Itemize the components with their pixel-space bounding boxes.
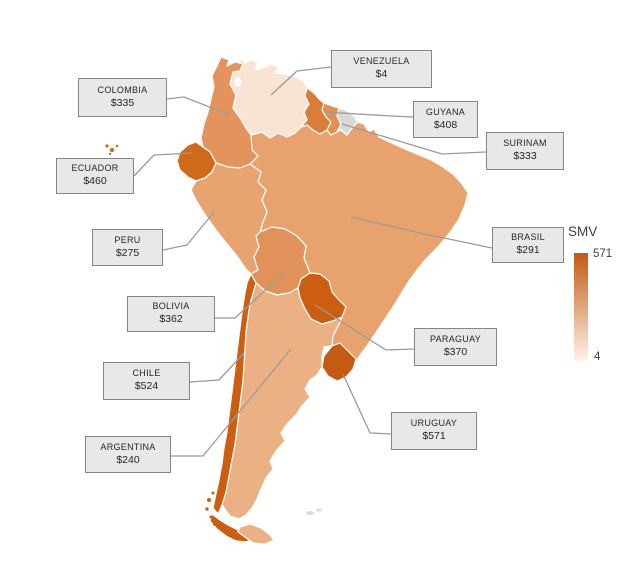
callout-country-value: $362: [159, 313, 183, 326]
tierra-del-fuego-argentina[interactable]: [237, 523, 275, 545]
falkland-islands: [306, 508, 323, 515]
country-french-guiana[interactable]: [336, 107, 359, 136]
callout-country-name: BRASIL: [511, 232, 545, 243]
callout-country-name: VENEZUELA: [353, 56, 410, 67]
callout-bolivia: BOLIVIA $362: [127, 296, 215, 332]
callout-brasil: BRASIL $291: [492, 227, 564, 263]
callout-country-value: $291: [516, 244, 540, 257]
leader-line-paraguay: [314, 304, 415, 351]
leader-lines: [133, 66, 493, 457]
legend-title: SMV: [568, 224, 598, 239]
callout-country-name: GUYANA: [425, 106, 466, 117]
callout-country-name: PERU: [114, 234, 141, 245]
legend-min-value: 4: [594, 351, 601, 363]
callout-uruguay: URUGUAY $571: [391, 412, 477, 450]
legend-max-value: 571: [593, 248, 613, 260]
callout-country-name: COLOMBIA: [97, 84, 148, 95]
leader-line-colombia: [166, 96, 231, 116]
leader-line-ecuador: [133, 152, 193, 177]
callout-country-value: $240: [116, 453, 140, 466]
leader-line-venezuela: [270, 66, 332, 96]
leader-line-brasil: [350, 216, 493, 249]
callout-country-value: $408: [433, 118, 458, 131]
callout-surinam: SURINAM $333: [486, 132, 564, 170]
callout-guyana: GUYANA $408: [413, 101, 478, 138]
country-guyana[interactable]: [300, 87, 332, 135]
callout-country-name: BOLIVIA: [152, 301, 190, 312]
lake-maracaibo: [234, 77, 242, 87]
callout-country-value: $460: [83, 175, 107, 188]
country-surinam[interactable]: [321, 102, 342, 136]
callout-country-name: ECUADOR: [71, 163, 119, 174]
galapagos-islands: [105, 144, 119, 156]
leader-line-argentina: [171, 348, 292, 457]
callout-country-value: $4: [375, 68, 388, 81]
callout-country-value: $275: [115, 246, 140, 259]
callout-country-name: URUGUAY: [410, 418, 458, 429]
margarita-islet: [240, 60, 244, 64]
country-chile[interactable]: [212, 273, 257, 515]
callout-venezuela: VENEZUELA $4: [331, 50, 432, 88]
leader-line-chile: [189, 352, 245, 383]
callout-country-value: $370: [443, 346, 468, 359]
callout-country-name: CHILE: [132, 368, 161, 379]
leader-line-peru: [162, 211, 215, 251]
callout-country-name: SURINAM: [503, 138, 547, 149]
callout-paraguay: PARAGUAY $370: [414, 328, 497, 366]
callout-country-value: $333: [513, 150, 537, 163]
callout-country-value: $524: [134, 380, 159, 393]
country-uruguay[interactable]: [321, 342, 357, 382]
legend-gradient-bar: [574, 253, 588, 361]
map-countries: [105, 56, 469, 545]
callout-country-name: PARAGUAY: [429, 334, 482, 345]
callout-peru: PERU $275: [92, 229, 163, 266]
callout-colombia: COLOMBIA $335: [78, 78, 167, 117]
leader-line-guyana: [323, 111, 414, 118]
callout-argentina: ARGENTINA $240: [85, 436, 171, 473]
callout-country-value: $335: [110, 96, 135, 109]
callout-country-value: $571: [422, 430, 446, 443]
leader-line-bolivia: [214, 273, 284, 319]
callout-chile: CHILE $524: [103, 362, 190, 400]
leader-line-surinam: [341, 123, 487, 155]
callout-ecuador: ECUADOR $460: [56, 158, 134, 194]
callout-country-name: ARGENTINA: [100, 441, 156, 452]
chilean-fjord-islands: [205, 491, 217, 526]
leader-line-uruguay: [342, 373, 392, 435]
